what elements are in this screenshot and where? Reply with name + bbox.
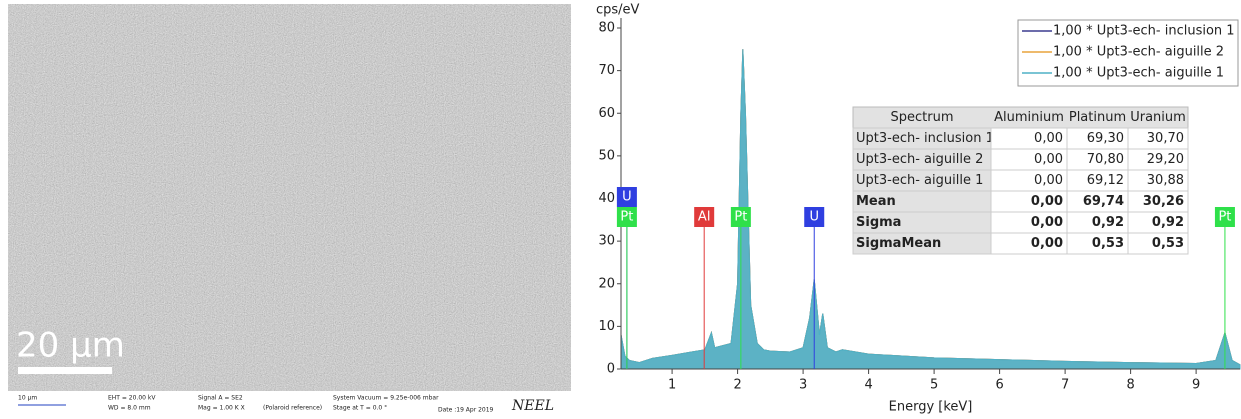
x-tick-label: 1: [668, 378, 676, 393]
legend: [1017, 19, 1239, 87]
table-header: Spectrum: [891, 110, 954, 125]
y-tick-label: 0: [607, 362, 615, 377]
x-tick-label: 5: [930, 378, 938, 393]
sem-image: 20 µm 10 µm EHT = 20.00 kV WD = 8.0 mm S…: [8, 4, 571, 419]
marker-label: U: [809, 210, 819, 225]
y-tick-label: 70: [598, 63, 615, 78]
marker-box: [804, 207, 825, 227]
table-cell-text: 69,74: [1083, 194, 1124, 209]
marker-box: [1214, 207, 1235, 227]
table-header: Uranium: [1130, 110, 1186, 125]
info-text: System Vacuum = 9.25e-006 mbar: [333, 395, 439, 402]
legend-label: 1,00 * Upt3-ech- inclusion 1: [1053, 24, 1235, 39]
x-tick-label: 6: [995, 378, 1003, 393]
table-cell-text: 30,26: [1143, 194, 1184, 209]
table-cell-text: 0,00: [1031, 194, 1063, 209]
table-cell-text: 0,53: [1092, 236, 1124, 251]
spectrum-chart: cps/eV Energy [keV] 0 10 20 30 40 50 60 70 80 1 2 3 4 5…: [596, 3, 1241, 415]
y-tick-label: 80: [598, 21, 615, 36]
marker-label: Pt: [1218, 210, 1231, 225]
x-tick-label: 9: [1192, 378, 1200, 393]
marker-box: [616, 207, 637, 227]
info-text: Signal A = SE2: [198, 395, 243, 402]
info-text: Date :19 Apr 2019: [438, 407, 494, 414]
info-text: WD = 8.0 mm: [108, 405, 151, 412]
table-cell-text: 0,00: [1034, 152, 1063, 167]
table-cell: [1127, 232, 1189, 255]
table-cell-text: 70,80: [1087, 152, 1124, 167]
micrograph-texture: [8, 4, 571, 391]
table-cell-text: 69,30: [1087, 131, 1124, 146]
y-tick-label: 20: [598, 276, 615, 291]
marker-box: [616, 187, 637, 207]
x-axis-label: Energy [keV]: [889, 400, 973, 415]
marker-label: Pt: [620, 210, 633, 225]
table-cell-text: 0,00: [1034, 131, 1063, 146]
table-cell-text: 29,20: [1147, 152, 1184, 167]
logo: NEEL: [511, 398, 554, 414]
marker-label: Pt: [734, 210, 747, 225]
info-text: EHT = 20.00 kV: [108, 395, 156, 402]
table-cell-text: Mean: [856, 194, 896, 209]
table-cell-text: 69,12: [1087, 173, 1124, 188]
marker-box: [730, 207, 751, 227]
info-text: Stage at T = 0.0 °: [333, 405, 387, 412]
table-header: Aluminium: [994, 110, 1064, 125]
scale-bar: [18, 367, 112, 374]
legend-label: 1,00 * Upt3-ech- aiguille 1: [1053, 66, 1224, 81]
table-cell-text: 0,00: [1034, 173, 1063, 188]
x-tick-label: 4: [864, 378, 872, 393]
table-cell-text: 30,88: [1147, 173, 1184, 188]
info-text: 10 µm: [18, 395, 37, 402]
y-tick-label: 40: [598, 191, 615, 206]
y-axis-label: cps/eV: [596, 3, 640, 18]
marker-label: U: [622, 190, 632, 205]
table-cell-text: Upt3-ech- aiguille 1: [856, 173, 983, 188]
legend-label: 1,00 * Upt3-ech- aiguille 2: [1053, 45, 1224, 60]
y-tick-label: 60: [598, 106, 615, 121]
table-cell-text: 0,92: [1092, 215, 1124, 230]
y-tick-label: 10: [598, 319, 615, 334]
table-cell-text: 0,53: [1152, 236, 1184, 251]
info-text: (Polaroid reference): [263, 405, 322, 412]
table-header: Platinum: [1069, 110, 1126, 125]
info-bar: [8, 391, 571, 419]
y-tick-label: 30: [598, 234, 615, 249]
table-cell-text: Upt3-ech- aiguille 2: [856, 152, 983, 167]
table-cell-text: 0,00: [1031, 215, 1063, 230]
table-cell-text: Upt3-ech- inclusion 1: [856, 131, 994, 146]
table-cell-text: Sigma: [856, 215, 901, 230]
y-tick-label: 50: [598, 148, 615, 163]
table-cell-text: 30,70: [1147, 131, 1184, 146]
x-tick-label: 3: [799, 378, 807, 393]
x-tick-label: 2: [733, 378, 741, 393]
info-text: Mag = 1.00 K X: [198, 405, 245, 412]
table-cell-text: 0,00: [1031, 236, 1063, 251]
table-cell-text: 0,92: [1152, 215, 1184, 230]
scale-label: 20 µm: [16, 326, 125, 366]
x-tick-label: 8: [1126, 378, 1134, 393]
marker-box: [694, 207, 715, 227]
table-cell-text: SigmaMean: [856, 236, 941, 251]
x-tick-label: 7: [1061, 378, 1069, 393]
marker-label: Al: [698, 210, 711, 225]
